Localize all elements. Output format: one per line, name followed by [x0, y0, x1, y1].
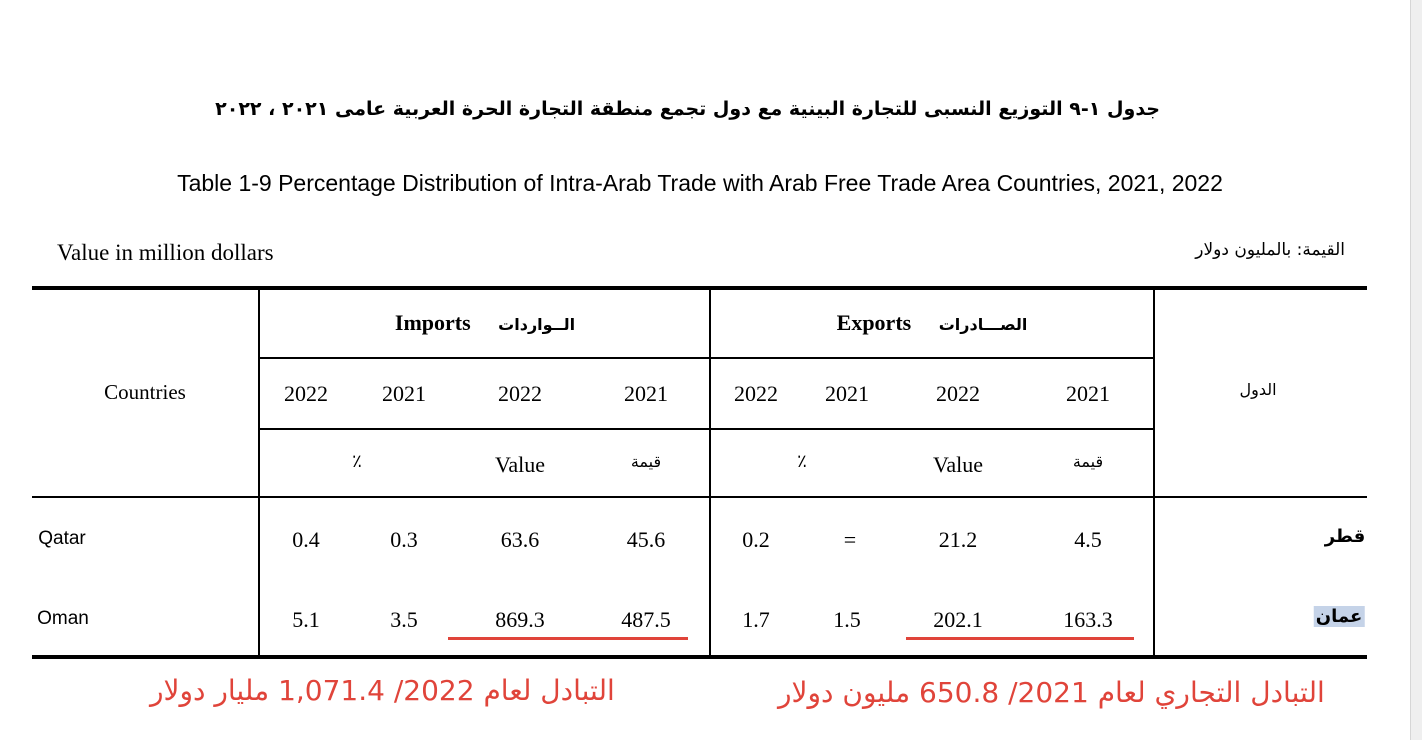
- exports-year-pct-2021: 2021: [825, 381, 869, 406]
- imports-value-label: Value: [494, 452, 546, 477]
- imports-value-label-ar: قيمة: [630, 452, 662, 471]
- table-cell: 163.3: [1063, 607, 1113, 632]
- exports-label-ar: الصـــادرات: [938, 315, 1028, 334]
- exports-year-val-2021: 2021: [1066, 381, 1110, 406]
- table-cell: 0.2: [742, 527, 770, 552]
- exports-underline-annotation: [906, 637, 1134, 640]
- row-country-ar: قطر: [1324, 526, 1366, 547]
- header-bottom-rule: [32, 496, 1367, 498]
- table-cell: 1.7: [742, 607, 770, 632]
- exports-year-val-2022: 2022: [936, 381, 980, 406]
- imports-year-pct-2021: 2021: [382, 381, 426, 406]
- table-cell: 63.6: [500, 527, 540, 552]
- table-cell: 21.2: [938, 527, 978, 552]
- table-cell: 5.1: [292, 607, 320, 632]
- exports-label-en: Exports: [836, 310, 912, 335]
- countries-header-ar: الدول: [1239, 380, 1277, 399]
- exports-value-label-ar: قيمة: [1072, 452, 1104, 471]
- imports-year-pct-2022: 2022: [284, 381, 328, 406]
- table-top-rule: [32, 286, 1367, 290]
- table-cell: 0.3: [390, 527, 418, 552]
- table-cell: 1.5: [833, 607, 861, 632]
- column-divider: [709, 288, 711, 657]
- imports-label-en: Imports: [394, 310, 471, 335]
- column-divider: [1153, 288, 1155, 657]
- table-cell: 3.5: [390, 607, 418, 632]
- title-english: Table 1-9 Percentage Distribution of Int…: [177, 170, 1223, 196]
- table-cell: =: [843, 527, 857, 552]
- exports-year-pct-2022: 2022: [734, 381, 778, 406]
- page-edge: [1410, 0, 1422, 740]
- column-divider: [258, 288, 260, 657]
- unit-english: Value in million dollars: [57, 240, 274, 265]
- table-cell: 45.6: [626, 527, 666, 552]
- table-cell: 869.3: [495, 607, 545, 632]
- trade-note-2022: التبادل لعام 2022/ 1,071.4 مليار دولار: [150, 674, 615, 707]
- header-group-rule: [260, 357, 1154, 359]
- exports-percent-label: ٪: [797, 451, 807, 471]
- row-country-en: Oman: [37, 608, 89, 629]
- imports-header: Imports الــواردات: [395, 310, 575, 336]
- table-cell: 202.1: [933, 607, 983, 632]
- unit-arabic: القيمة: بالمليون دولار: [1195, 240, 1345, 260]
- exports-header: Exports الصـــادرات: [837, 310, 1028, 336]
- imports-year-val-2022: 2022: [498, 381, 542, 406]
- table-bottom-rule: [32, 655, 1367, 659]
- imports-percent-label: ٪: [352, 451, 362, 471]
- table-cell: 487.5: [621, 607, 671, 632]
- row-country-en: Qatar: [38, 528, 86, 549]
- row-country-ar-highlighted: عمان: [1313, 606, 1365, 627]
- imports-label-ar: الــواردات: [498, 315, 576, 334]
- imports-year-val-2021: 2021: [624, 381, 668, 406]
- trade-note-2021: التبادل التجاري لعام 2021/ 650.8 مليون د…: [778, 676, 1325, 709]
- exports-value-label: Value: [932, 452, 984, 477]
- header-year-rule: [260, 428, 1154, 430]
- table-cell: 0.4: [292, 527, 320, 552]
- selected-text[interactable]: عمان: [1313, 606, 1365, 627]
- imports-underline-annotation: [448, 637, 688, 640]
- countries-header-en: Countries: [104, 380, 186, 404]
- title-arabic: جدول ١-٩ التوزيع النسبى للتجارة البينية …: [215, 98, 1160, 120]
- table-cell: 4.5: [1074, 527, 1102, 552]
